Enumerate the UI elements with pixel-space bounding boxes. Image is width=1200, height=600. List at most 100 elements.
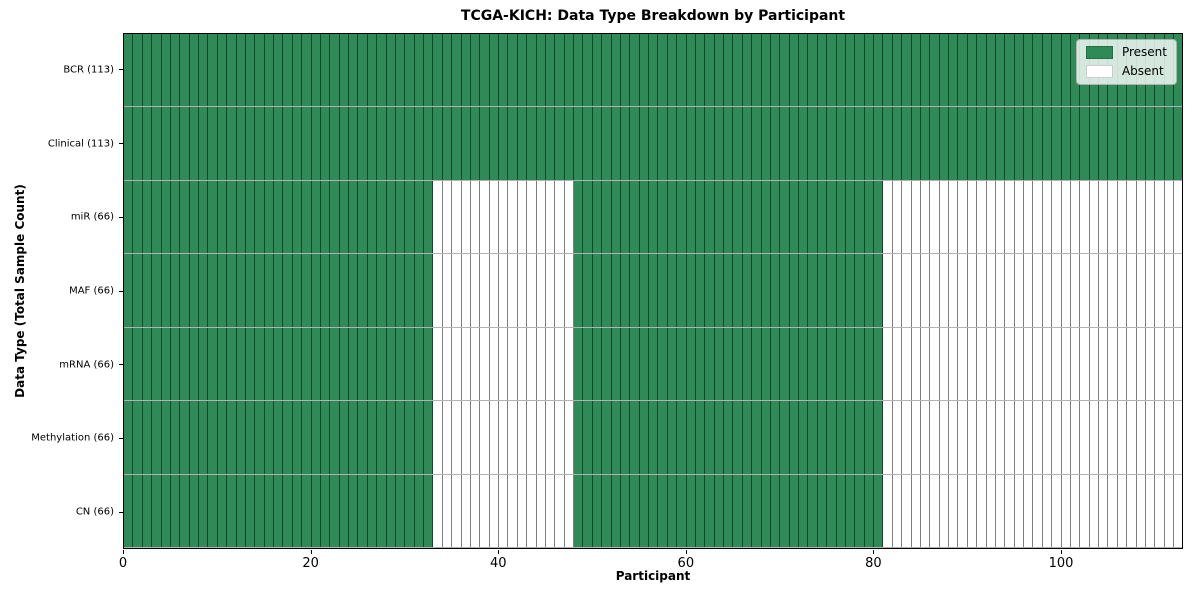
heatmap-cell	[583, 474, 593, 547]
x-tick-label: 100	[1048, 556, 1074, 571]
heatmap-cell	[1061, 474, 1071, 547]
heatmap-cell	[405, 474, 415, 547]
heatmap-cell	[686, 401, 696, 474]
heatmap-cell	[508, 180, 518, 254]
heatmap-cell	[1099, 254, 1109, 327]
heatmap-cell	[245, 107, 256, 180]
heatmap-cell	[949, 254, 959, 327]
heatmap-cell	[836, 107, 846, 180]
heatmap-cell	[986, 327, 996, 401]
heatmap-cell	[517, 107, 528, 180]
heatmap-cell	[911, 180, 921, 254]
heatmap-cell	[499, 401, 509, 474]
heatmap-cell	[892, 401, 903, 474]
heatmap-cell	[442, 401, 453, 474]
heatmap-cell	[986, 180, 996, 254]
heatmap-cell	[1108, 327, 1118, 401]
heatmap-cell	[424, 401, 434, 474]
heatmap-cell	[405, 34, 415, 107]
x-tick-label: 40	[489, 556, 507, 571]
present-swatch-icon	[1085, 46, 1113, 60]
heatmap-cell	[555, 327, 565, 401]
heatmap-cell	[330, 180, 340, 254]
heatmap-cell	[152, 401, 162, 474]
heatmap-cell	[742, 254, 753, 327]
heatmap-cell	[1061, 327, 1071, 401]
heatmap-cell	[227, 254, 237, 327]
heatmap-cell	[752, 180, 762, 254]
heatmap-cell	[967, 107, 978, 180]
heatmap-cell	[883, 327, 893, 401]
heatmap-cell	[808, 327, 818, 401]
x-tick-mark	[123, 550, 124, 554]
heatmap-cell	[677, 107, 687, 180]
heatmap-cell	[845, 327, 856, 401]
heatmap-cell	[1155, 107, 1165, 180]
heatmap-cell	[170, 107, 181, 180]
heatmap-cell	[161, 180, 171, 254]
heatmap-cell	[555, 34, 565, 107]
heatmap-cell	[995, 107, 1006, 180]
heatmap-cell	[1089, 474, 1099, 547]
heatmap-cell	[855, 254, 865, 327]
heatmap-cell	[639, 34, 649, 107]
heatmap-cell	[395, 474, 406, 547]
heatmap-cell	[602, 254, 612, 327]
heatmap-cell	[902, 34, 912, 107]
heatmap-cell	[949, 401, 959, 474]
heatmap-cell	[208, 401, 218, 474]
heatmap-cell	[874, 401, 884, 474]
heatmap-cell	[780, 401, 790, 474]
heatmap-cell	[452, 327, 462, 401]
heatmap-cell	[292, 254, 303, 327]
heatmap-cell	[939, 254, 949, 327]
heatmap-cell	[358, 474, 368, 547]
heatmap-cell	[602, 401, 612, 474]
heatmap-cell	[845, 254, 856, 327]
heatmap-cell	[902, 401, 912, 474]
heatmap-cell	[995, 327, 1006, 401]
heatmap-cell	[208, 474, 218, 547]
heatmap-cell	[1117, 180, 1128, 254]
heatmap-cell	[1052, 34, 1062, 107]
heatmap-cell	[827, 401, 837, 474]
heatmap-cell	[1174, 401, 1183, 474]
heatmap-cell	[245, 180, 256, 254]
heatmap-cell	[770, 254, 781, 327]
heatmap-cell	[470, 401, 481, 474]
heatmap-cell	[752, 401, 762, 474]
heatmap-cell	[686, 254, 696, 327]
heatmap-cell	[517, 180, 528, 254]
heatmap-cell	[395, 327, 406, 401]
heatmap-cell	[667, 327, 678, 401]
heatmap-cell	[414, 107, 424, 180]
heatmap-cell	[1024, 107, 1034, 180]
heatmap-cell	[977, 254, 987, 327]
heatmap-cell	[227, 327, 237, 401]
heatmap-cell	[1136, 474, 1146, 547]
heatmap-cell	[977, 107, 987, 180]
heatmap-cell	[967, 474, 978, 547]
x-axis-label: Participant	[615, 569, 691, 583]
heatmap-cell	[639, 180, 649, 254]
y-tick-label: CN (66)	[75, 506, 114, 518]
y-tick-mark	[119, 69, 123, 71]
heatmap-cell	[245, 327, 256, 401]
heatmap-cell	[302, 474, 312, 547]
heatmap-cell	[161, 34, 171, 107]
heatmap-cell	[658, 474, 668, 547]
heatmap-cell	[1145, 327, 1156, 401]
heatmap-cell	[630, 254, 640, 327]
heatmap-cell	[1145, 107, 1156, 180]
heatmap-cell	[470, 180, 481, 254]
heatmap-cell	[920, 327, 931, 401]
heatmap-cell	[1080, 254, 1090, 327]
heatmap-cell	[536, 327, 546, 401]
heatmap-cell	[592, 474, 603, 547]
heatmap-cell	[161, 254, 171, 327]
heatmap-cell	[320, 401, 331, 474]
heatmap-cell	[227, 107, 237, 180]
x-tick-label: 20	[302, 556, 319, 571]
heatmap-cell	[1164, 401, 1174, 474]
heatmap-cell	[536, 401, 546, 474]
